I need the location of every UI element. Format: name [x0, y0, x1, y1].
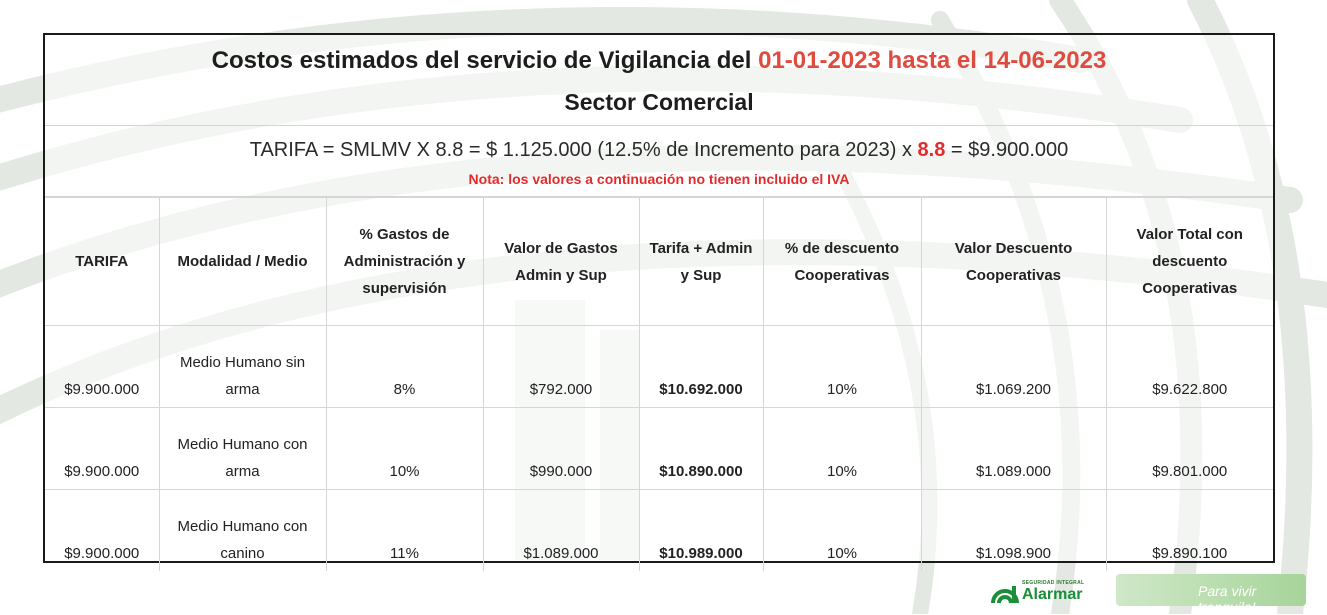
cell-pct-descuento: 10% — [762, 407, 922, 490]
cell-tarifa: $9.900.000 — [45, 407, 160, 490]
cell-valor-gastos: $1.089.000 — [482, 489, 640, 571]
header-valor-descuento: Valor Descuento Cooperativas — [920, 197, 1107, 326]
cell-pct-descuento: 10% — [762, 489, 922, 571]
cost-estimate-document: Costos estimados del servicio de Vigilan… — [43, 33, 1275, 571]
document-title: Costos estimados del servicio de Vigilan… — [45, 47, 1273, 75]
tarifa-formula: TARIFA = SMLMV X 8.8 = $ 1.125.000 (12.5… — [45, 139, 1273, 162]
cell-tarifa: $9.900.000 — [45, 489, 160, 571]
cell-tarifa-admin: $10.890.000 — [638, 407, 764, 490]
cell-pct-gastos: 10% — [325, 407, 484, 490]
iva-note: Nota: los valores a continuación no tien… — [468, 171, 850, 187]
header-tarifa-admin: Tarifa + Admin y Sup — [638, 197, 764, 326]
formula-factor: 8.8 — [917, 139, 946, 161]
cell-pct-gastos: 8% — [325, 325, 484, 408]
formula-prefix: TARIFA = SMLMV X 8.8 = $ 1.125.000 (12.5… — [249, 139, 912, 161]
cell-valor-descuento: $1.089.000 — [920, 407, 1107, 490]
table-row: $9.900.000 Medio Humano con arma 10% $99… — [45, 407, 1273, 490]
cell-pct-descuento: 10% — [762, 325, 922, 408]
header-tarifa: TARIFA — [45, 197, 160, 326]
cell-tarifa: $9.900.000 — [45, 325, 160, 408]
sector-subtitle: Sector Comercial — [564, 89, 754, 115]
cell-valor-total: $9.622.800 — [1105, 325, 1273, 408]
header-valor-total: Valor Total con descuento Cooperativas — [1105, 197, 1273, 326]
cell-valor-descuento: $1.069.200 — [920, 325, 1107, 408]
cell-modalidad: Medio Humano con canino — [158, 489, 327, 571]
cell-valor-total: $9.801.000 — [1105, 407, 1273, 490]
header-pct-gastos: % Gastos de Administración y supervisión — [325, 197, 484, 326]
cell-modalidad: Medio Humano con arma — [158, 407, 327, 490]
title-block: Costos estimados del servicio de Vigilan… — [45, 35, 1273, 126]
cell-valor-gastos: $792.000 — [482, 325, 640, 408]
logo-slogan: Para vivir tranquilo! — [1198, 583, 1257, 615]
logo-brand-name: Alarmar — [1022, 586, 1083, 603]
table-row: $9.900.000 Medio Humano con canino 11% $… — [45, 489, 1273, 571]
cell-tarifa-admin: $10.692.000 — [638, 325, 764, 408]
tarifa-block: TARIFA = SMLMV X 8.8 = $ 1.125.000 (12.5… — [45, 126, 1273, 197]
formula-suffix: = $9.900.000 — [950, 139, 1069, 161]
logo-tagline-small: SEGURIDAD INTEGRAL — [1022, 580, 1085, 586]
cell-valor-gastos: $990.000 — [482, 407, 640, 490]
header-pct-descuento: % de descuento Cooperativas — [762, 197, 922, 326]
cell-valor-descuento: $1.098.900 — [920, 489, 1107, 571]
cell-modalidad: Medio Humano sin arma — [158, 325, 327, 408]
cell-valor-total: $9.890.100 — [1105, 489, 1273, 571]
alarmar-logo-icon — [991, 586, 1019, 604]
rates-table: TARIFA Modalidad / Medio % Gastos de Adm… — [45, 197, 1273, 571]
header-valor-gastos: Valor de Gastos Admin y Sup — [482, 197, 640, 326]
title-prefix: Costos estimados del servicio de Vigilan… — [211, 47, 752, 74]
header-modalidad: Modalidad / Medio — [158, 197, 327, 326]
table-row: $9.900.000 Medio Humano sin arma 8% $792… — [45, 325, 1273, 408]
slogan-band — [1116, 574, 1306, 606]
alarmar-logo: SEGURIDAD INTEGRAL Alarmar Para vivir tr… — [990, 574, 1310, 615]
title-date-range: 01-01-2023 hasta el 14-06-2023 — [758, 47, 1107, 74]
cell-pct-gastos: 11% — [325, 489, 484, 571]
table-header-row: TARIFA Modalidad / Medio % Gastos de Adm… — [45, 197, 1273, 326]
cell-tarifa-admin: $10.989.000 — [638, 489, 764, 571]
